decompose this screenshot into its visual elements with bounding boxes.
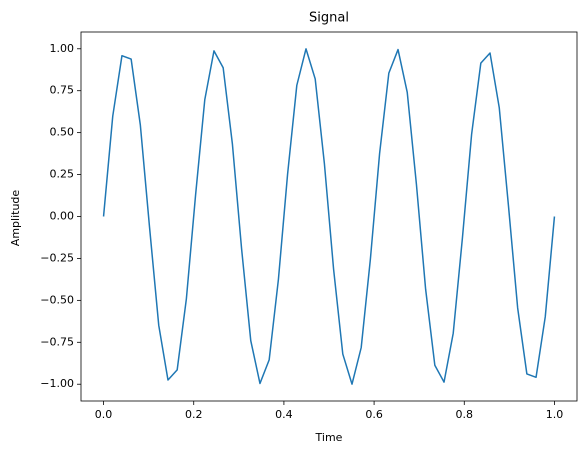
y-tick-label: −1.00: [40, 377, 74, 390]
y-tick-label: 0.25: [50, 168, 75, 181]
y-tick-label: 1.00: [50, 42, 75, 55]
x-tick-label: 0.6: [365, 408, 383, 421]
y-tick-label: −0.50: [40, 293, 74, 306]
chart-title: Signal: [309, 11, 349, 26]
x-tick-label: 0.8: [456, 408, 474, 421]
x-tick-label: 0.4: [275, 408, 293, 421]
x-tick-label: 0.0: [95, 408, 113, 421]
x-axis-label: Time: [315, 431, 343, 444]
y-tick-label: 0.00: [50, 210, 75, 223]
x-tick-label: 1.0: [546, 408, 564, 421]
y-axis-label: Amplitude: [9, 190, 22, 247]
y-tick-label: −0.25: [40, 251, 74, 264]
y-tick-label: 0.50: [50, 126, 75, 139]
plot-frame: [80, 31, 578, 402]
y-tick-label: 0.75: [50, 84, 75, 97]
y-tick-label: −0.75: [40, 335, 74, 348]
line-series: [102, 48, 556, 385]
x-tick-label: 0.2: [185, 408, 203, 421]
